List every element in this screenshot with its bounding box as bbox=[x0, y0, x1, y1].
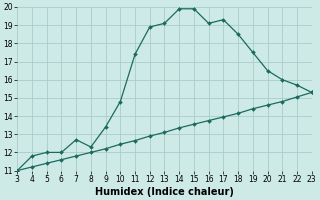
X-axis label: Humidex (Indice chaleur): Humidex (Indice chaleur) bbox=[95, 187, 234, 197]
